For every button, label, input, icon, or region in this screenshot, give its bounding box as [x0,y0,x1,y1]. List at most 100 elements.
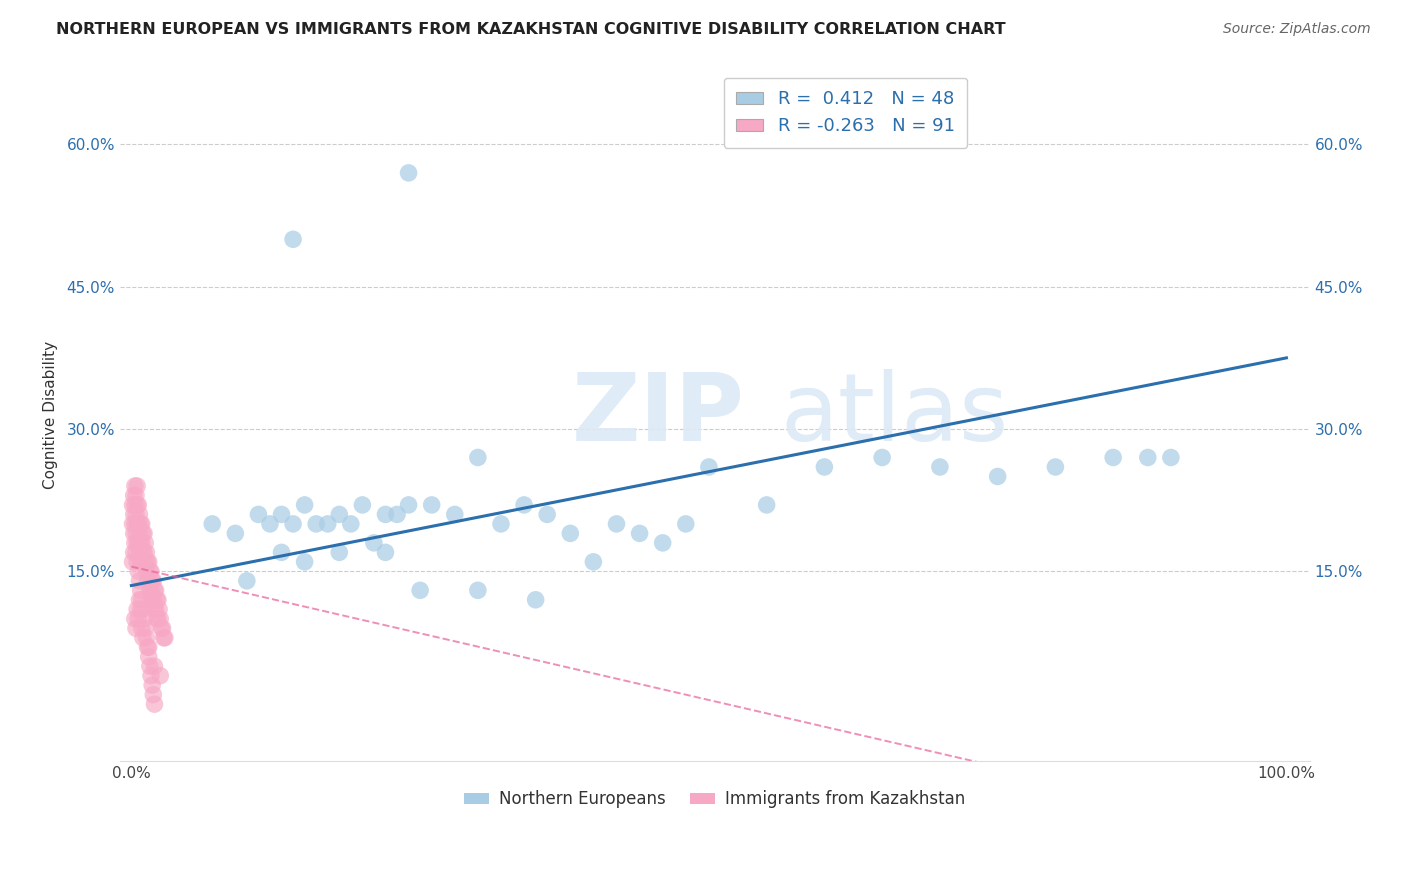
Point [132,526,155,541]
Point [582,555,605,569]
Text: NORTHERN EUROPEAN VS IMMIGRANTS FROM KAZAKHSTAN COGNITIVE DISABILITY CORRELATION: NORTHERN EUROPEAN VS IMMIGRANTS FROM KAZ… [56,22,1005,37]
Point [125,488,148,502]
Point [363,536,385,550]
Point [127,516,149,531]
Point [121,498,143,512]
Point [340,516,363,531]
Text: Source: ZipAtlas.com: Source: ZipAtlas.com [1223,22,1371,37]
Point [139,583,162,598]
Point [139,565,162,579]
Point [148,602,170,616]
Point [141,592,163,607]
Point [136,555,159,569]
Point [294,555,316,569]
Point [928,460,950,475]
Point [129,602,152,616]
Point [127,516,149,531]
Point [125,621,148,635]
Point [127,565,149,579]
Point [870,450,893,465]
Point [316,516,339,531]
Point [139,659,162,673]
Point [755,498,778,512]
Point [122,488,145,502]
Point [149,669,172,683]
Point [132,545,155,559]
Point [131,621,153,635]
Point [281,232,304,246]
Point [143,659,166,673]
Point [651,536,673,550]
Point [136,640,159,655]
Point [141,678,163,692]
Point [125,545,148,559]
Point [138,574,160,588]
Point [146,592,169,607]
Point [1160,450,1182,465]
Point [328,508,350,522]
Point [513,498,536,512]
Point [138,640,160,655]
Point [385,508,408,522]
Text: atlas: atlas [780,368,1008,461]
Point [628,526,651,541]
Point [259,516,281,531]
Point [145,602,167,616]
Point [201,516,224,531]
Point [131,536,153,550]
Point [132,612,155,626]
Point [129,583,152,598]
Point [127,479,149,493]
Point [127,536,149,550]
Point [128,508,150,522]
Point [127,602,149,616]
Point [131,516,153,531]
Point [134,536,156,550]
Point [121,555,143,569]
Point [124,498,146,512]
Point [138,555,160,569]
Point [135,545,157,559]
Point [124,612,146,626]
Point [138,649,160,664]
Point [467,450,489,465]
Point [328,545,350,559]
Point [143,583,166,598]
Point [813,460,835,475]
Point [142,688,165,702]
Point [122,545,145,559]
Point [143,602,166,616]
Point [131,592,153,607]
Point [489,516,512,531]
Point [127,498,149,512]
Point [352,498,374,512]
Point [467,583,489,598]
Point [149,612,172,626]
Point [150,621,173,635]
Point [135,631,157,645]
Point [294,498,316,512]
Point [146,592,169,607]
Point [152,621,174,635]
Legend: Northern Europeans, Immigrants from Kazakhstan: Northern Europeans, Immigrants from Kaza… [457,784,973,815]
Point [124,536,146,550]
Point [146,612,169,626]
Point [536,508,558,522]
Point [122,508,145,522]
Point [1045,460,1067,475]
Point [134,555,156,569]
Point [139,583,162,598]
Point [139,669,162,683]
Point [132,631,155,645]
Point [127,498,149,512]
Point [142,574,165,588]
Point [145,583,167,598]
Point [132,545,155,559]
Point [524,592,547,607]
Point [398,166,420,180]
Point [153,631,176,645]
Point [128,592,150,607]
Point [134,621,156,635]
Point [127,612,149,626]
Point [374,545,396,559]
